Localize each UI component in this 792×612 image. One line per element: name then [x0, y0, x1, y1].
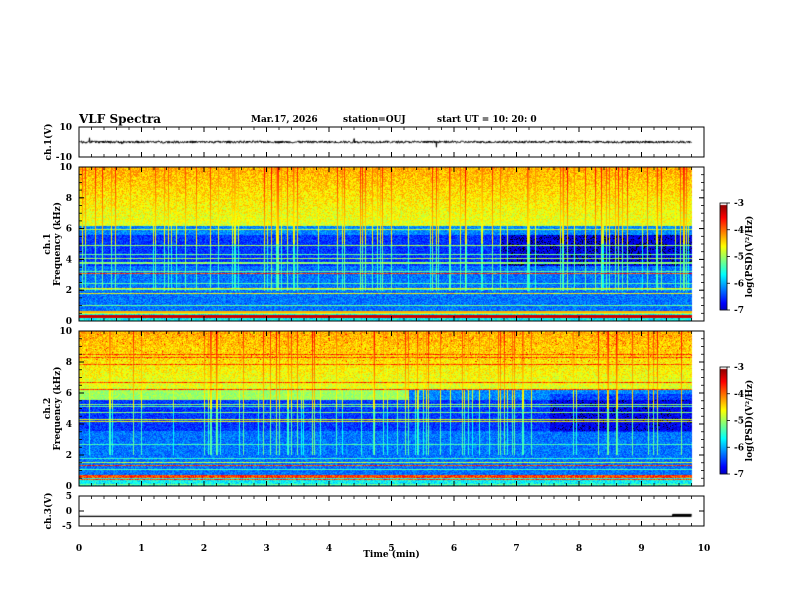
x-tick-label-8: 8 — [576, 544, 582, 554]
ch1-freq-y-label: ch.1 Frequency (kHz) — [43, 202, 63, 286]
ch2-freq-y-label-line-1: Frequency (kHz) — [52, 366, 63, 450]
date-label: Mar.17, 2026 — [251, 115, 318, 125]
ch1-freq-tick-label: 2 — [66, 286, 72, 296]
ch1-freq-tick-label: 0 — [66, 317, 72, 327]
x-tick-label-7: 7 — [513, 544, 519, 554]
ch1-y-label-line-0: ch.1(V) — [43, 124, 54, 161]
x-tick-label-6: 6 — [451, 544, 457, 554]
ch1-tick-label: -10 — [56, 153, 72, 163]
colorbar-tick-label: -6 — [734, 279, 744, 289]
colorbar-tick-label: -5 — [734, 253, 744, 263]
colorbar-tick-label: -5 — [734, 417, 744, 427]
colorbar-tick-label: -4 — [734, 390, 744, 400]
ch3-tick-label: -5 — [62, 522, 72, 532]
figure-title: VLF Spectra — [79, 112, 162, 126]
ch1-freq-tick-label: 6 — [66, 225, 72, 235]
x-tick-label-10: 10 — [698, 544, 711, 554]
ch2-freq-tick-label: 6 — [66, 389, 72, 399]
colorbar-frame-0 — [719, 202, 728, 311]
colorbar-label-text: log(PSD)(V²/Hz) — [744, 380, 755, 462]
x-tick-label-2: 2 — [201, 544, 207, 554]
x-tick-label-0: 0 — [76, 544, 82, 554]
panel-frame-1 — [78, 166, 705, 322]
ch2-freq-y-label-line-0: ch.2 — [43, 398, 53, 419]
ch3-tick-label: 5 — [66, 492, 72, 502]
station-label: station=OUJ — [343, 115, 406, 125]
colorbar-label-0: log(PSD)(V²/Hz) — [744, 216, 755, 298]
ch2-freq-tick-label: 2 — [66, 451, 72, 461]
ch1-freq-tick-label: 4 — [66, 255, 72, 265]
start-ut-label: start UT = 10: 20: 0 — [437, 115, 537, 125]
x-tick-label-5: 5 — [388, 544, 394, 554]
x-tick-label-4: 4 — [326, 544, 332, 554]
colorbar-tick-label: -6 — [734, 443, 744, 453]
ch2-freq-tick-label: 0 — [66, 482, 72, 492]
x-tick-label-9: 9 — [638, 544, 644, 554]
ch1-y-label: ch.1(V) — [43, 124, 54, 161]
panel-frame-2 — [78, 330, 705, 487]
ch2-freq-tick-label: 10 — [59, 327, 72, 337]
colorbar-tick-label: -7 — [734, 470, 744, 480]
ch1-freq-tick-label: 8 — [66, 194, 72, 204]
ch3-y-label: ch.3(V) — [43, 493, 54, 530]
colorbar-frame-1 — [719, 366, 728, 475]
ch1-freq-y-label-line-1: Frequency (kHz) — [52, 202, 63, 286]
colorbar-tick-label: -7 — [734, 306, 744, 316]
ch3-tick-label: 0 — [66, 507, 72, 517]
x-tick-label-1: 1 — [138, 544, 144, 554]
colorbar-label-1: log(PSD)(V²/Hz) — [744, 380, 755, 462]
colorbar-tick-label: -3 — [734, 363, 744, 373]
x-axis-label: Time (min) — [363, 549, 420, 560]
ch1-freq-y-label-line-0: ch.1 — [43, 233, 53, 254]
ch2-freq-tick-label: 4 — [66, 420, 72, 430]
ch2-freq-tick-label: 8 — [66, 358, 72, 368]
colorbar-tick-label: -3 — [734, 199, 744, 209]
ch3-y-label-line-0: ch.3(V) — [43, 493, 54, 530]
ch2-freq-y-label: ch.2 Frequency (kHz) — [43, 366, 63, 450]
x-tick-label-3: 3 — [263, 544, 269, 554]
ch1-tick-label: 10 — [59, 123, 72, 133]
colorbar-label-text: log(PSD)(V²/Hz) — [744, 216, 755, 298]
colorbar-tick-label: -4 — [734, 226, 744, 236]
ch1-freq-tick-label: 10 — [59, 163, 72, 173]
